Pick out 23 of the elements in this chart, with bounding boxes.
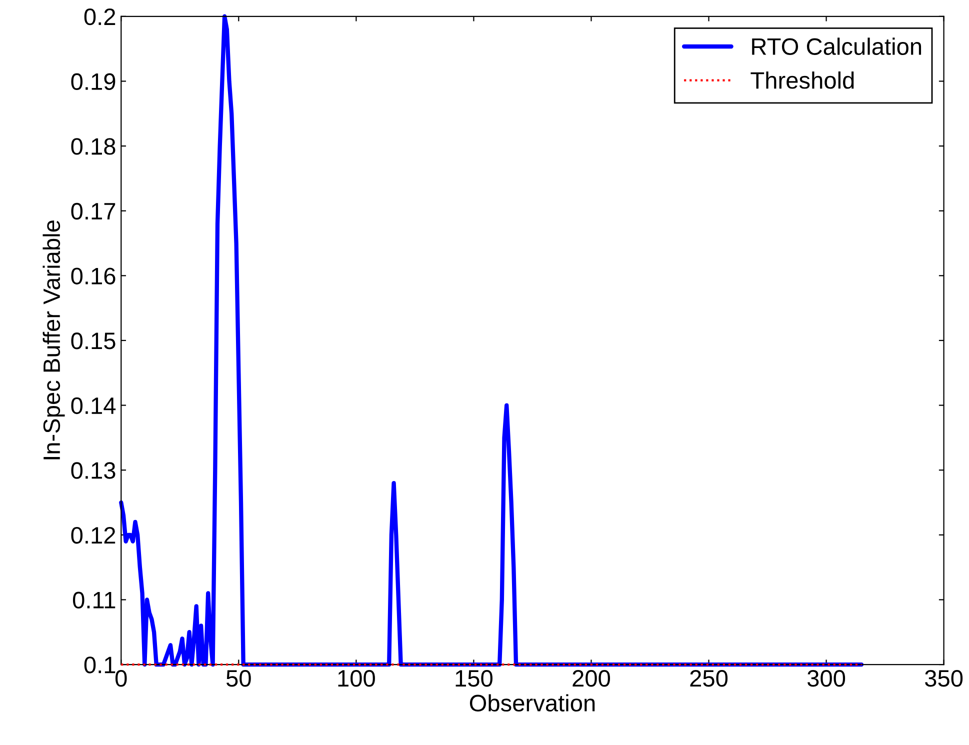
x-tick-label: 100 — [338, 670, 375, 687]
y-tick-label: 0.13 — [71, 462, 116, 479]
y-tick-label: 0.17 — [71, 202, 116, 220]
y-tick-label: 0.15 — [71, 332, 116, 350]
x-tick-label: 200 — [572, 670, 610, 687]
x-tick-label: 350 — [925, 670, 963, 687]
y-tick-label: 0.14 — [71, 397, 116, 414]
x-tick-label: 50 — [226, 670, 251, 687]
y-tick-label: 0.19 — [71, 73, 116, 90]
y-tick-label: 0.11 — [72, 592, 116, 609]
x-tick-label: 150 — [456, 670, 492, 687]
y-tick-label: 0.12 — [71, 526, 116, 544]
y-axis-title: In-Spec Buffer Variable — [42, 220, 65, 460]
y-tick-label: 0.16 — [71, 268, 116, 284]
y-tick-label: 0.18 — [71, 138, 116, 155]
y-tick-label: 0.2 — [84, 8, 116, 26]
x-tick-label: 250 — [690, 670, 728, 687]
x-axis-title: Observation — [470, 694, 595, 712]
legend-label: Threshold — [750, 71, 854, 89]
x-tick-label: 0 — [115, 670, 127, 687]
legend-label: RTO Calculation — [752, 38, 922, 55]
y-tick-label: 0.1 — [84, 656, 116, 674]
x-tick-label: 300 — [807, 670, 846, 687]
